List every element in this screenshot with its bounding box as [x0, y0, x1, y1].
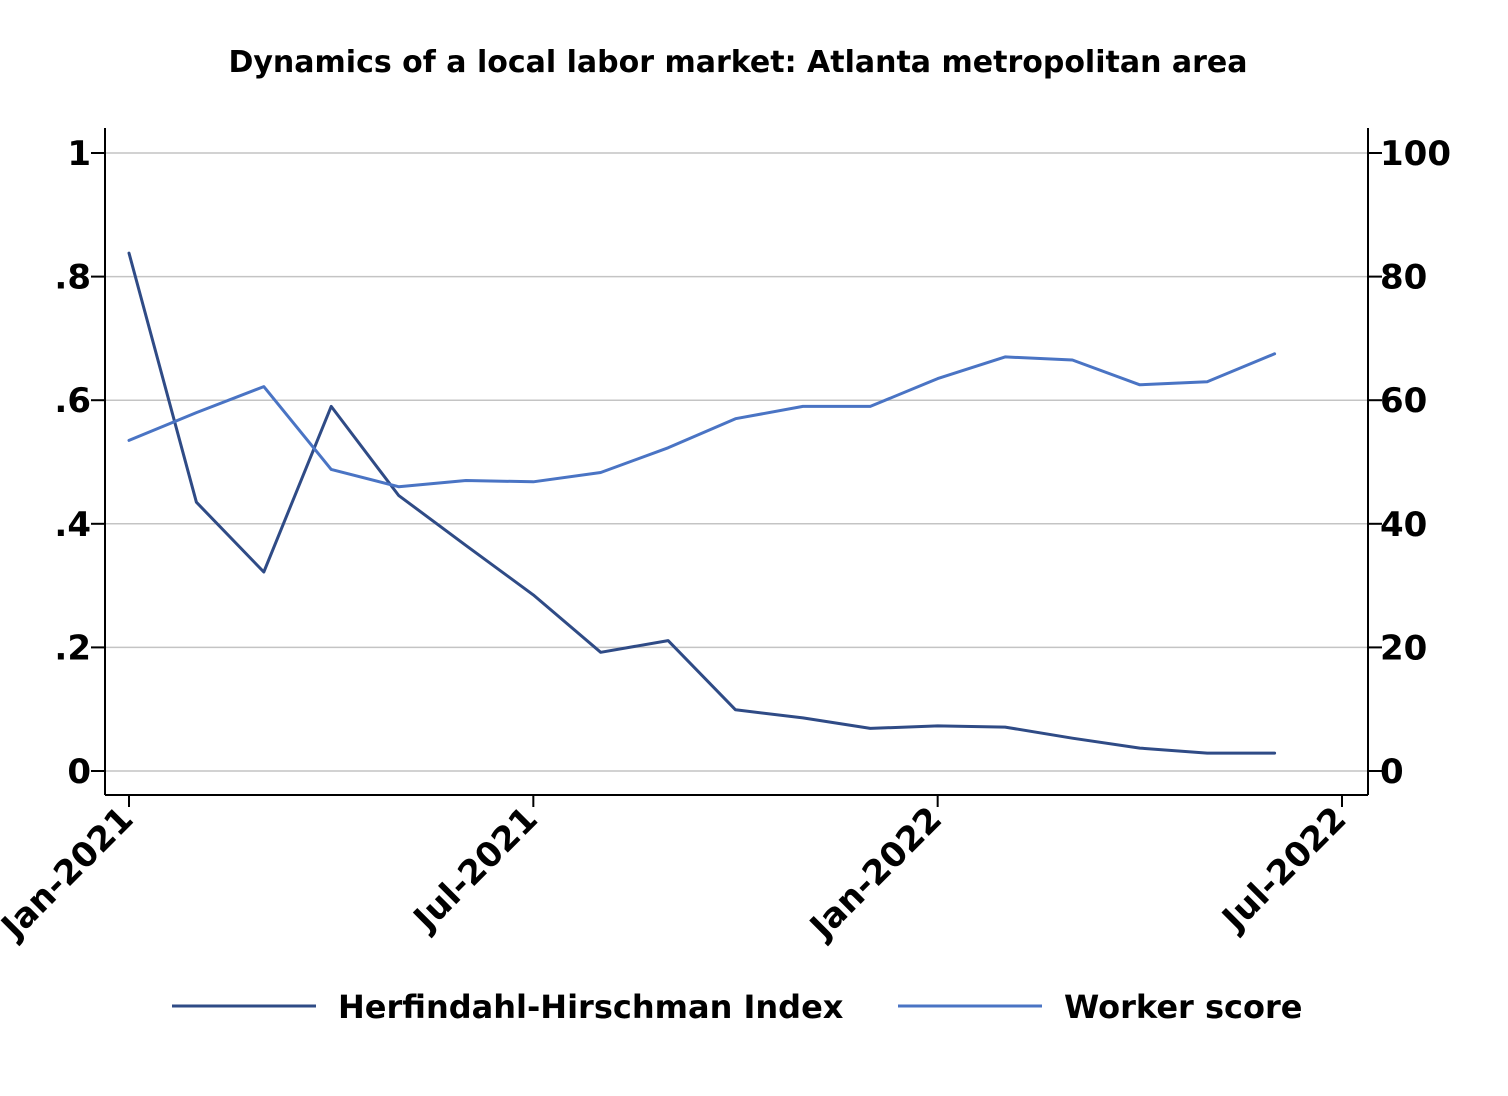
x-tick-label: Jan-2021: [0, 799, 141, 948]
y-left-tick-label: .2: [54, 628, 91, 668]
y-left-tick-label: .4: [54, 505, 91, 545]
axes: 0 .2 .4 .6 .8 1 0 20 40 60 80 100 Jan-2021 Jul-2021 Ja…: [0, 128, 1451, 948]
x-tick-label: Jan-2022: [801, 799, 950, 948]
legend: Herfindahl-Hirschman Index Worker score: [172, 988, 1302, 1026]
series-line-worker-score: [127, 352, 1277, 489]
y-left-tick-label: 0: [67, 752, 91, 792]
y-left-tick-label: 1: [67, 134, 91, 174]
y-right-tick-label: 100: [1380, 134, 1451, 174]
chart-title: Dynamics of a local labor market: Atlant…: [228, 45, 1247, 80]
legend-label: Herfindahl-Hirschman Index: [338, 988, 844, 1026]
series-lines: [127, 251, 1277, 755]
legend-label: Worker score: [1064, 988, 1302, 1026]
y-right-tick-label: 60: [1380, 381, 1427, 421]
series-line-herfindahl-hirschman-index: [127, 251, 1277, 755]
x-tick-label: Jul-2021: [405, 799, 546, 940]
y-left-tick-label: .6: [54, 381, 91, 421]
y-right-tick-label: 0: [1380, 752, 1404, 792]
x-tick-label: Jul-2022: [1213, 799, 1354, 940]
y-right-tick-label: 20: [1380, 628, 1427, 668]
y-right-tick-label: 40: [1380, 505, 1427, 545]
gridlines: [105, 152, 1368, 772]
y-left-tick-label: .8: [54, 258, 91, 298]
y-right-tick-label: 80: [1380, 258, 1427, 298]
